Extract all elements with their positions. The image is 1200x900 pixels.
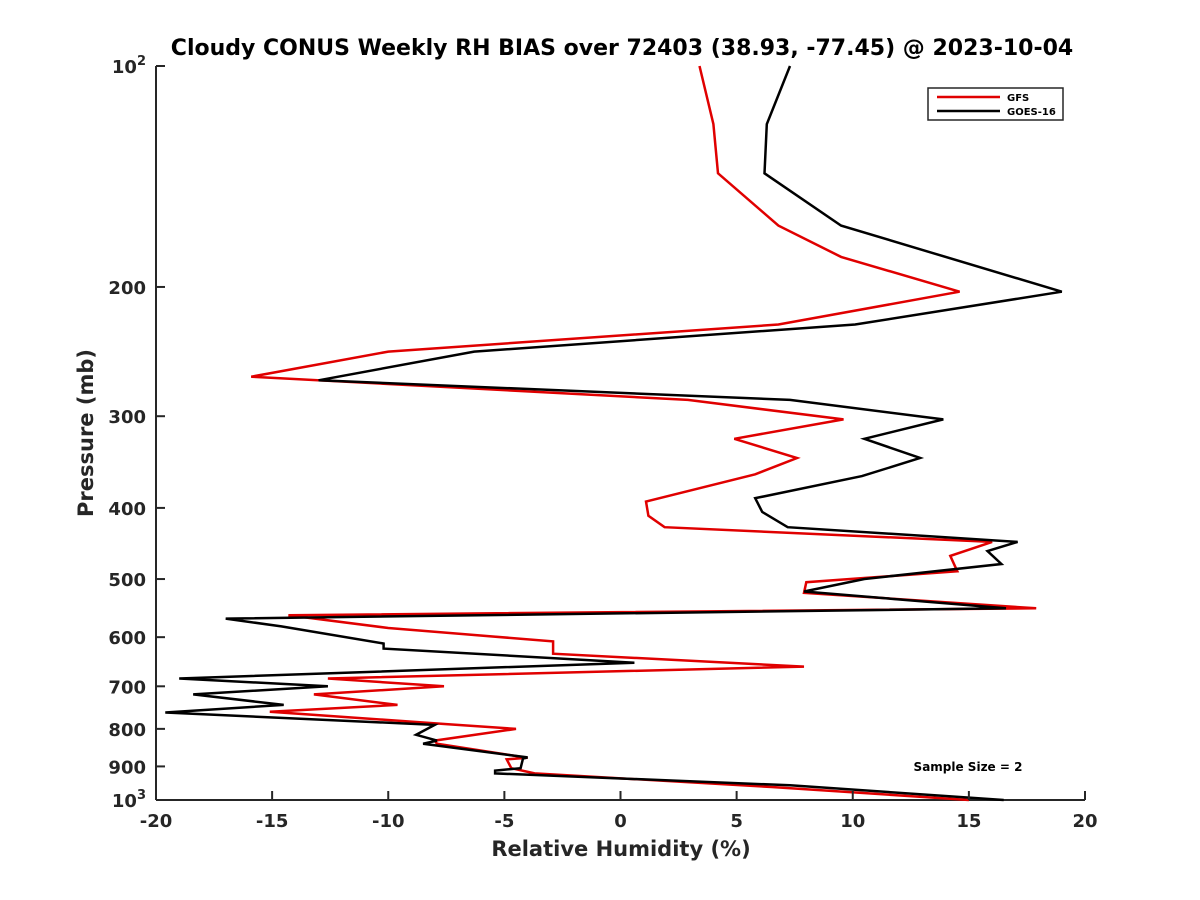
- y-tick-label: 800: [108, 720, 146, 741]
- y-tick-label: 600: [108, 628, 146, 649]
- series-line-goes16: [165, 65, 1063, 802]
- y-tick-label: 500: [108, 570, 146, 591]
- plot-area: -20 -15 -10 -5 0 5 10 15 20 102 200 300 400 500 600 70…: [108, 54, 1097, 832]
- x-tick-label: 0: [614, 811, 627, 832]
- y-ticks: 102 200 300 400 500 600 700 800 900 103: [108, 54, 165, 812]
- legend-label-goes16: GOES-16: [1007, 107, 1056, 118]
- y-tick-label: 700: [108, 677, 146, 698]
- x-tick-label: 10: [840, 811, 865, 832]
- x-tick-label: -15: [256, 811, 289, 832]
- y-tick-label: 103: [112, 788, 146, 812]
- series-layer: [165, 65, 1063, 802]
- chart-title: Cloudy CONUS Weekly RH BIAS over 72403 (…: [171, 36, 1073, 61]
- x-tick-label: 20: [1072, 811, 1097, 832]
- y-tick-label: 400: [108, 499, 146, 520]
- x-tick-label: -5: [494, 811, 514, 832]
- legend: GFS GOES-16: [927, 87, 1064, 121]
- x-tick-label: -20: [140, 811, 173, 832]
- y-tick-label: 102: [112, 54, 146, 78]
- x-tick-label: -10: [372, 811, 405, 832]
- y-tick-label: 300: [108, 407, 146, 428]
- legend-box: [927, 87, 1064, 121]
- x-tick-label: 15: [956, 811, 981, 832]
- y-tick-label: 900: [108, 757, 146, 778]
- x-axis-label: Relative Humidity (%): [491, 837, 750, 861]
- x-ticks: -20 -15 -10 -5 0 5 10 15 20: [140, 791, 1098, 832]
- x-tick-label: 5: [730, 811, 743, 832]
- y-axis-label: Pressure (mb): [74, 349, 98, 517]
- sample-size-annotation: Sample Size = 2: [914, 760, 1023, 774]
- y-tick-label: 200: [108, 278, 146, 299]
- legend-label-gfs: GFS: [1007, 93, 1029, 104]
